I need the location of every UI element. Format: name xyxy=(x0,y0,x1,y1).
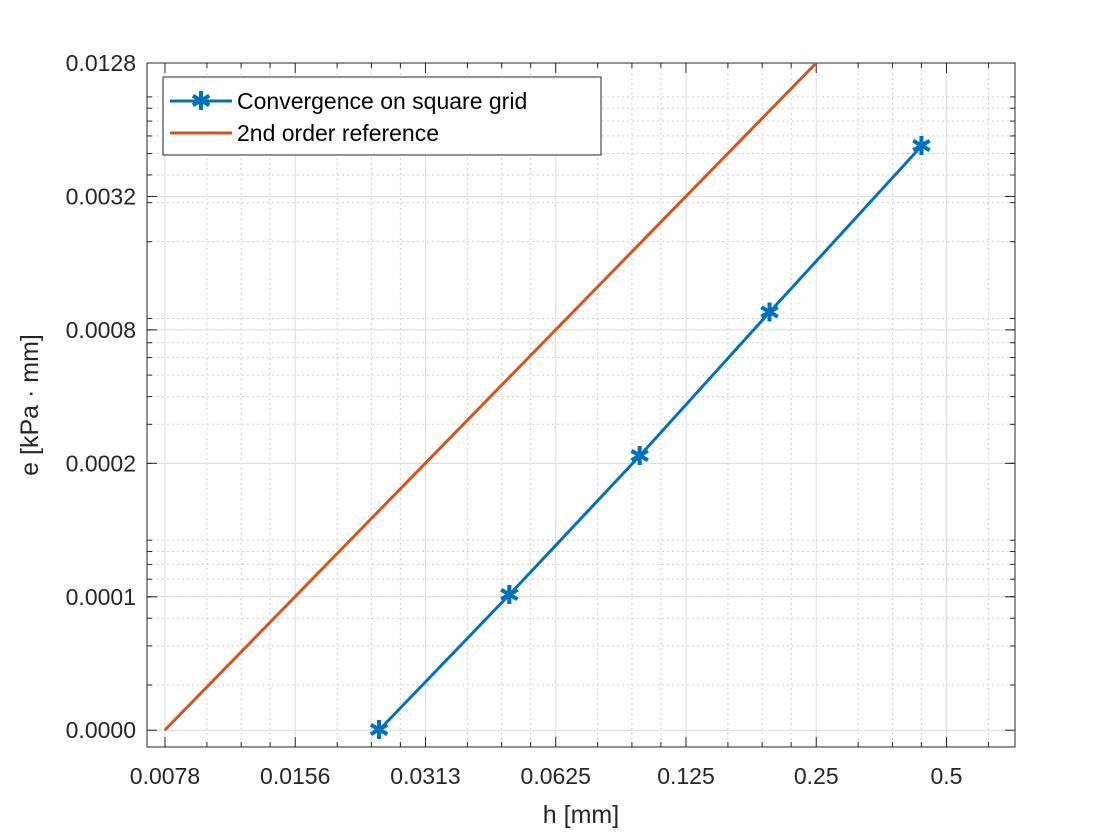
data-point-marker: ✱ xyxy=(629,442,651,472)
y-tick-label: 0.0002 xyxy=(66,450,136,476)
legend-label-convergence: Convergence on square grid xyxy=(237,88,527,114)
legend: ✱ Convergence on square grid 2nd order r… xyxy=(162,76,602,156)
x-tick-label: 0.125 xyxy=(657,763,715,789)
y-tick-label: 0.0032 xyxy=(66,183,136,209)
data-point-marker: ✱ xyxy=(759,298,781,328)
x-tick-label: 0.0625 xyxy=(521,763,591,789)
x-axis-label: h [mm] xyxy=(543,801,619,829)
tick-marks xyxy=(147,62,1015,747)
y-tick-label: 0.0000 xyxy=(66,717,136,743)
y-tick-label: 0.0128 xyxy=(66,50,136,76)
data-point-marker: ✱ xyxy=(498,581,520,611)
x-tick-labels: 0.0078 0.0156 0.0313 0.0625 0.125 0.25 0.5 xyxy=(130,763,963,789)
legend-label-reference: 2nd order reference xyxy=(237,120,439,146)
axes-box xyxy=(146,62,1016,748)
y-tick-label: 0.0001 xyxy=(66,584,136,610)
series-layer: ✱ ✱ ✱ ✱ ✱ xyxy=(163,61,932,746)
data-point-marker: ✱ xyxy=(368,716,390,746)
axes-frame xyxy=(146,62,1016,748)
data-point-marker: ✱ xyxy=(910,132,932,162)
legend-marker-convergence: ✱ xyxy=(190,87,212,117)
y-tick-label: 0.0008 xyxy=(66,317,136,343)
x-tick-label: 0.0156 xyxy=(260,763,330,789)
y-tick-labels: 0.0000 0.0001 0.0002 0.0008 0.0032 0.0128 xyxy=(66,50,136,743)
legend-box xyxy=(162,76,602,156)
x-tick-label: 0.0313 xyxy=(390,763,460,789)
series-line-0 xyxy=(377,145,923,732)
x-tick-label: 0.5 xyxy=(930,763,962,789)
x-tick-label: 0.25 xyxy=(794,763,839,789)
x-tick-label: 0.0078 xyxy=(130,763,200,789)
series-line-1 xyxy=(163,61,818,732)
y-axis-label: e [kPa · mm] xyxy=(16,334,44,476)
grid-layer xyxy=(147,62,1015,747)
